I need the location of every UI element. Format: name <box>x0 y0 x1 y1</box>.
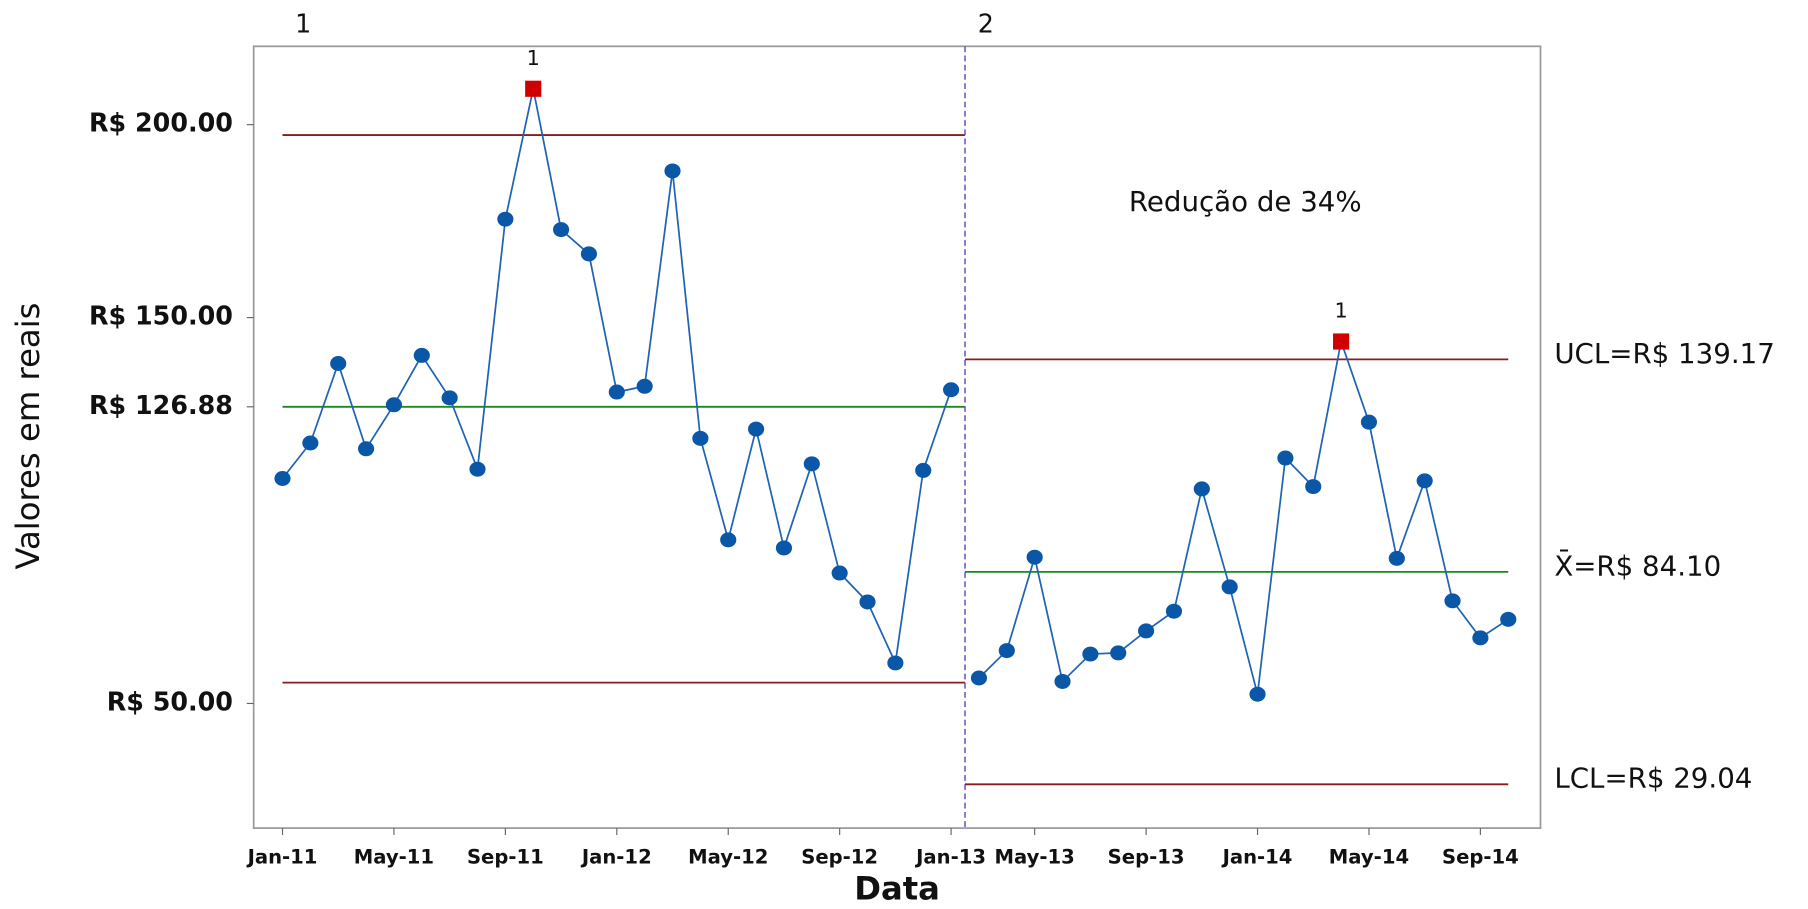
data-point <box>469 461 486 477</box>
data-point <box>1305 479 1322 495</box>
data-point <box>664 163 681 179</box>
data-point <box>358 441 375 457</box>
x-tick-label: May-12 <box>688 846 768 869</box>
data-point <box>720 532 737 548</box>
data-point <box>943 382 960 398</box>
x-tick-label: Sep-12 <box>801 846 878 869</box>
limit-label: X̄=R$ 84.10 <box>1554 548 1721 582</box>
data-point <box>887 655 904 671</box>
data-point <box>970 670 988 686</box>
y-tick-label: R$ 126.88 <box>89 390 233 420</box>
data-line <box>281 88 952 666</box>
data-point <box>497 211 514 227</box>
data-point <box>1277 450 1294 466</box>
data-point <box>1165 603 1183 619</box>
x-tick-label: Jan-11 <box>246 846 318 869</box>
data-point <box>553 222 570 238</box>
data-point <box>1388 550 1405 566</box>
data-point <box>608 384 625 400</box>
data-point <box>1472 630 1489 646</box>
data-point <box>1249 686 1266 702</box>
data-point <box>385 397 403 413</box>
data-point <box>413 347 430 363</box>
flagged-point <box>525 80 542 97</box>
data-point <box>1500 611 1517 627</box>
data-point <box>1360 414 1378 430</box>
limit-label: LCL=R$ 29.04 <box>1554 762 1752 795</box>
x-tick-label: Jan-12 <box>580 846 652 869</box>
data-point <box>1193 481 1210 497</box>
data-point <box>1110 645 1127 661</box>
data-line <box>978 338 1509 695</box>
data-point <box>1221 579 1238 595</box>
flag-label: 1 <box>527 46 540 70</box>
data-point <box>692 430 709 446</box>
stage-label: 2 <box>978 9 994 39</box>
data-point <box>859 594 876 610</box>
data-point <box>441 390 458 406</box>
data-point <box>274 470 291 486</box>
annotation: Redução de 34% <box>1129 185 1362 218</box>
data-point <box>330 356 347 371</box>
data-point <box>302 435 319 451</box>
x-tick-label: Sep-13 <box>1108 846 1185 869</box>
data-point <box>1138 623 1155 639</box>
y-tick-label: R$ 150.00 <box>89 301 233 331</box>
x-tick-label: May-13 <box>995 846 1075 869</box>
flag-label: 1 <box>1335 299 1348 323</box>
data-point <box>915 462 932 478</box>
data-point <box>580 246 598 262</box>
data-point <box>1054 673 1071 689</box>
x-tick-label: May-14 <box>1329 846 1409 869</box>
data-point <box>748 421 765 437</box>
limit-label: UCL=R$ 139.17 <box>1554 337 1775 370</box>
data-point <box>1444 593 1461 609</box>
x-tick-label: Jan-13 <box>914 846 986 869</box>
stage-label: 1 <box>295 9 311 39</box>
x-tick-label: May-11 <box>354 846 434 869</box>
y-tick-label: R$ 50.00 <box>107 686 233 716</box>
data-point <box>998 643 1015 659</box>
x-tick-label: Sep-14 <box>1442 846 1519 869</box>
data-point <box>636 378 653 394</box>
data-point <box>831 565 848 581</box>
data-point <box>803 456 820 472</box>
plot-frame <box>252 45 1542 829</box>
data-point <box>1416 473 1433 489</box>
data-point <box>775 540 793 556</box>
x-tick-label: Jan-14 <box>1221 846 1293 869</box>
x-tick-label: Sep-11 <box>467 846 544 869</box>
data-point <box>1082 646 1099 662</box>
y-tick-label: R$ 200.00 <box>89 108 233 138</box>
y-axis-title: Valores em reais <box>9 303 47 570</box>
x-axis-title: Data <box>854 869 940 907</box>
data-point <box>1026 549 1043 565</box>
flagged-point <box>1333 333 1350 350</box>
